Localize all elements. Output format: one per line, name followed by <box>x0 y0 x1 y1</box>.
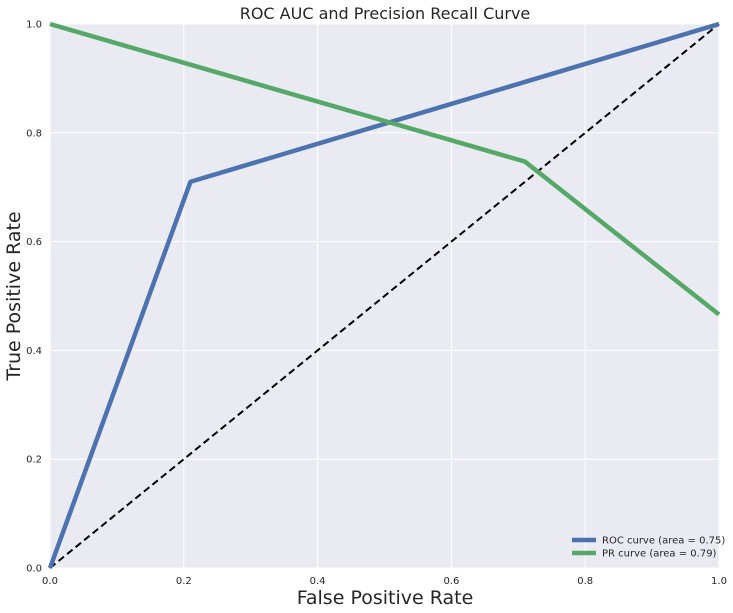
chart-title: ROC AUC and Precision Recall Curve <box>240 4 531 23</box>
x-tick-label: 1.0 <box>711 576 727 587</box>
x-tick-label: 0.2 <box>176 576 192 587</box>
y-tick-labels: 0.0 0.2 0.4 0.6 0.8 1.0 <box>26 20 42 575</box>
y-axis-label: True Positive Rate <box>3 211 25 381</box>
y-tick-label: 0.2 <box>26 455 42 466</box>
x-tick-label: 0.0 <box>42 576 58 587</box>
x-tick-label: 0.8 <box>577 576 593 587</box>
x-tick-labels: 0.0 0.2 0.4 0.6 0.8 1.0 <box>42 576 727 587</box>
legend: ROC curve (area = 0.75) PR curve (area = … <box>572 536 725 560</box>
y-tick-label: 0.0 <box>26 564 42 575</box>
x-axis-label: False Positive Rate <box>297 587 474 609</box>
reference-diagonal <box>49 23 720 569</box>
x-tick-label: 0.4 <box>310 576 326 587</box>
series-line-1 <box>49 21 721 317</box>
legend-label-1: PR curve (area = 0.79) <box>602 549 717 560</box>
grid-lines <box>49 23 720 569</box>
series-line-0 <box>47 21 720 569</box>
reference-line <box>49 23 720 569</box>
y-tick-label: 0.8 <box>26 128 42 139</box>
y-tick-label: 0.4 <box>26 346 42 357</box>
legend-label-0: ROC curve (area = 0.75) <box>602 536 725 547</box>
x-tick-label: 0.6 <box>443 576 459 587</box>
series-lines <box>47 21 721 569</box>
y-tick-label: 1.0 <box>26 20 42 31</box>
y-tick-label: 0.6 <box>26 237 42 248</box>
